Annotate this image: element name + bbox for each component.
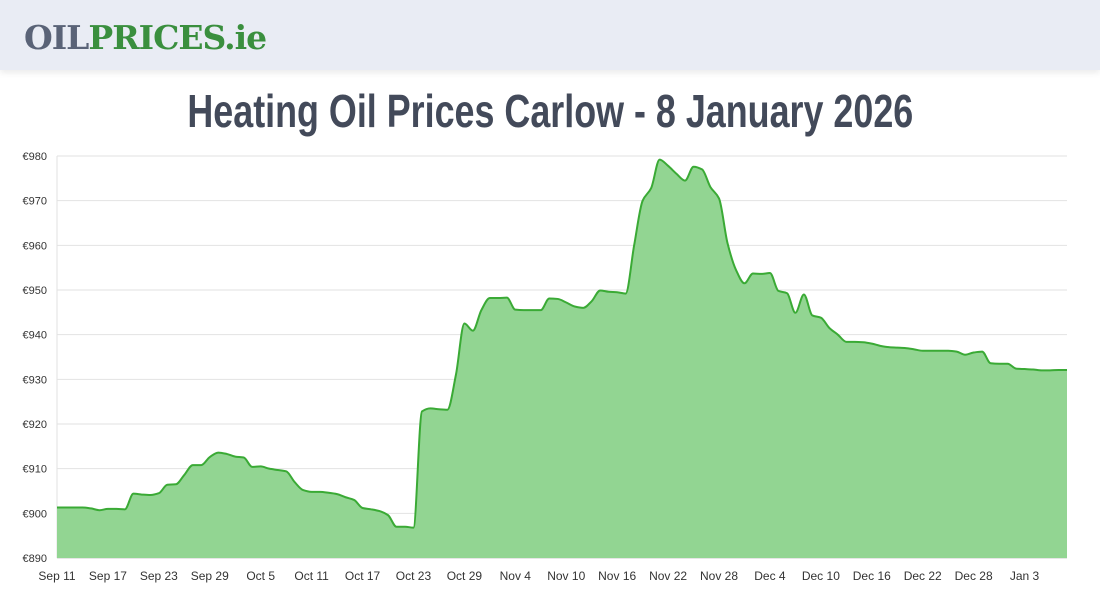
y-tick-label: €890 bbox=[23, 553, 47, 565]
y-tick-label: €940 bbox=[23, 330, 47, 342]
x-tick-label: Oct 23 bbox=[396, 569, 432, 583]
y-tick-label: €920 bbox=[23, 419, 47, 431]
logo-prices-text: PRICES.ie bbox=[88, 18, 267, 57]
x-tick-label: Oct 5 bbox=[246, 569, 275, 583]
x-tick-label: Nov 22 bbox=[649, 569, 687, 583]
y-tick-label: €980 bbox=[23, 151, 47, 163]
price-line bbox=[56, 158, 1067, 529]
x-tick-label: Nov 28 bbox=[700, 569, 738, 583]
y-tick-label: €970 bbox=[23, 196, 47, 208]
x-tick-label: Dec 22 bbox=[904, 569, 942, 583]
y-tick-label: €910 bbox=[23, 464, 47, 476]
x-tick-label: Sep 11 bbox=[38, 569, 75, 583]
x-tick-label: Dec 16 bbox=[853, 569, 891, 583]
page-title-wrap: Heating Oil Prices Carlow - 8 January 20… bbox=[0, 84, 1100, 138]
y-tick-label: €900 bbox=[23, 508, 47, 520]
x-tick-label: Nov 4 bbox=[500, 569, 532, 583]
x-tick-label: Dec 10 bbox=[802, 569, 840, 583]
x-tick-label: Dec 4 bbox=[754, 569, 786, 583]
page-title: Heating Oil Prices Carlow - 8 January 20… bbox=[187, 85, 913, 137]
x-tick-label: Nov 16 bbox=[598, 569, 636, 583]
x-tick-label: Nov 10 bbox=[547, 569, 585, 583]
site-logo[interactable]: OILPRICES.ie bbox=[24, 14, 267, 62]
x-tick-label: Oct 11 bbox=[294, 569, 329, 583]
x-tick-label: Sep 23 bbox=[140, 569, 178, 583]
price-area-fill bbox=[57, 159, 1067, 558]
x-tick-label: Oct 29 bbox=[447, 569, 483, 583]
y-tick-label: €960 bbox=[23, 240, 47, 252]
x-tick-label: Dec 28 bbox=[955, 569, 993, 583]
y-tick-label: €950 bbox=[23, 285, 47, 297]
x-tick-label: Sep 29 bbox=[191, 569, 229, 583]
logo-oil-text: OIL bbox=[24, 18, 89, 57]
y-tick-label: €930 bbox=[23, 374, 47, 386]
x-tick-label: Jan 3 bbox=[1010, 569, 1040, 583]
x-tick-label: Oct 17 bbox=[345, 569, 381, 583]
site-header: OILPRICES.ie bbox=[0, 0, 1100, 70]
x-tick-label: Sep 17 bbox=[89, 569, 127, 583]
